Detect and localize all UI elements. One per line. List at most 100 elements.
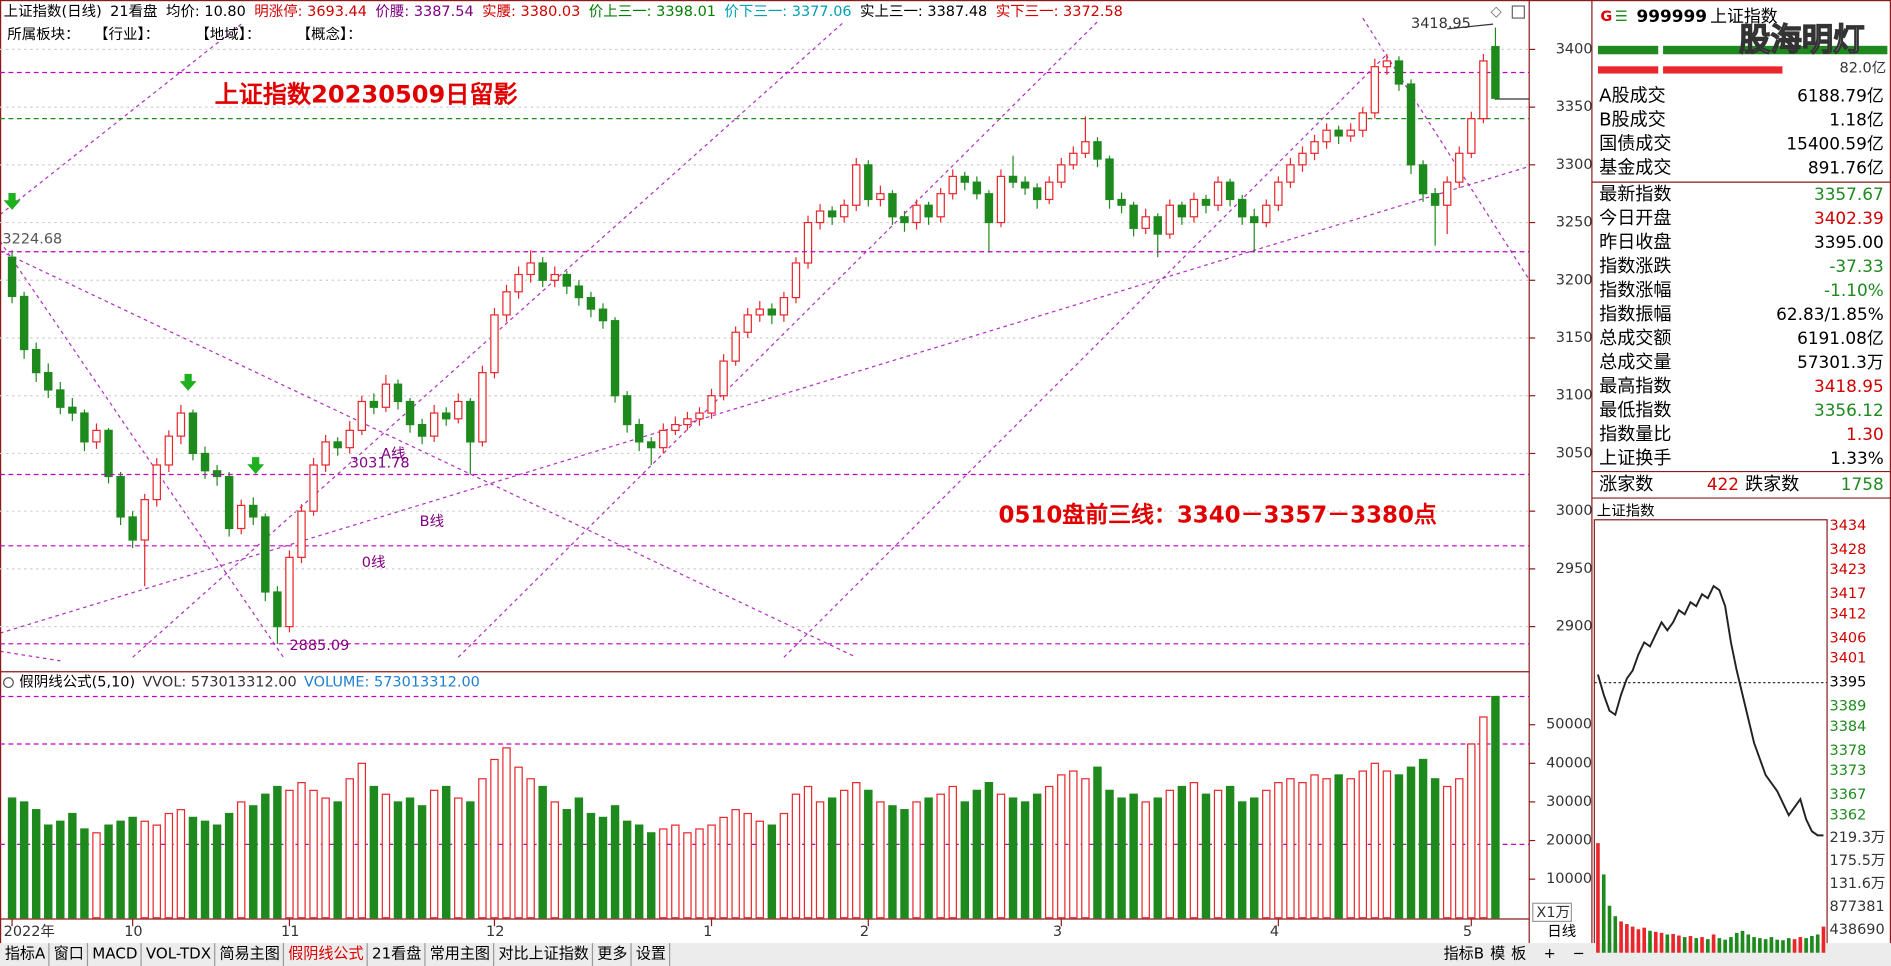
volume-bar (815, 801, 825, 919)
header-item: 实上三一: 3387.48 (860, 3, 987, 20)
volume-bar (1117, 797, 1126, 919)
tab[interactable]: 板 (1511, 944, 1526, 962)
candle-body (707, 395, 716, 414)
candle-body (815, 210, 825, 224)
volume-bar (1213, 789, 1223, 919)
tab[interactable]: 指标A (5, 944, 46, 962)
tab[interactable]: 更多 (597, 944, 627, 962)
menu-icon[interactable]: ☰ (1615, 9, 1628, 25)
volume-bar (1032, 793, 1042, 919)
candle-body (647, 441, 656, 449)
volume-bar (574, 797, 584, 919)
volume-bar (297, 782, 306, 919)
mini-vol-bar (1769, 937, 1774, 953)
candle-body (333, 441, 342, 449)
tab[interactable]: MACD (92, 944, 137, 962)
volume-bar (984, 782, 994, 919)
tab[interactable]: 模 (1490, 944, 1505, 962)
candle-body (1418, 164, 1428, 195)
volume-bar (224, 812, 234, 919)
tab-bar (0, 943, 1891, 966)
stat-value: 62.83/1.85% (1776, 304, 1884, 324)
volume-header: VVOL: 573013312.00 (142, 675, 296, 691)
volume-bar (393, 801, 403, 919)
candle-body (1250, 216, 1259, 224)
candle-body (1455, 152, 1464, 183)
volume-bar (128, 816, 137, 919)
candle-body (429, 412, 439, 437)
volume-bar (429, 789, 439, 919)
tab[interactable]: 指标B (1444, 944, 1484, 962)
tab[interactable]: 对比上证指数 (498, 944, 588, 962)
mini-title: 上证指数 (1597, 502, 1655, 519)
volume-bar (1225, 785, 1235, 919)
unit-label: X1万 (1536, 905, 1570, 921)
candle-body (550, 273, 559, 281)
mini-vol-bar (1694, 938, 1699, 953)
candle-body (454, 400, 463, 420)
candle-body (924, 204, 933, 218)
volume-bar (140, 820, 149, 919)
volume-bar (1406, 766, 1416, 919)
header-item: 价下三一: 3377.06 (724, 4, 851, 20)
volume-bar (1310, 774, 1319, 919)
volume-bar (791, 793, 801, 919)
volume-bar (417, 805, 427, 919)
mini-vol-bar (1677, 935, 1681, 953)
volume-bar (152, 824, 162, 919)
tab[interactable]: 假阴线公式 (288, 944, 363, 962)
formula-icon[interactable] (3, 677, 14, 689)
candle-body (839, 204, 849, 218)
candle-body (960, 175, 970, 183)
y-tick-label: 20000 (1546, 833, 1592, 849)
zoom-control[interactable]: − (1573, 946, 1585, 962)
volume-bar (1141, 801, 1150, 919)
mini-tick-label: 3389 (1829, 699, 1866, 715)
tab[interactable]: VOL-TDX (146, 944, 211, 962)
candle-body (755, 308, 764, 316)
candle-body (1467, 118, 1476, 154)
y-tick-label: 3000 (1556, 503, 1593, 519)
mini-vol-bar (1723, 939, 1727, 953)
tab[interactable]: 21看盘 (372, 944, 421, 962)
volume-bar (478, 778, 487, 919)
tab[interactable]: 设置 (636, 944, 666, 962)
zoom-control[interactable]: + (1544, 946, 1556, 962)
volume-bar (610, 805, 620, 919)
volume-bar (803, 785, 813, 919)
volume-bar (731, 809, 740, 919)
stat-label: 国债成交 (1599, 133, 1671, 154)
candle-body (659, 429, 668, 449)
icon-diamond[interactable]: ◇ (1491, 4, 1503, 20)
sector-label: 【地域】： (195, 26, 260, 43)
y-tick-label: 2950 (1556, 561, 1593, 577)
volume-bar (864, 789, 873, 919)
period-label[interactable]: 日线 (1547, 923, 1576, 940)
volume-bar (538, 785, 547, 919)
candle-body (285, 556, 294, 628)
candle-body (7, 256, 17, 298)
high-arrow (1447, 23, 1494, 30)
stat-label: 总成交量 (1599, 352, 1671, 373)
tab[interactable]: 常用主图 (430, 944, 490, 962)
mini-vol-tick-label: 219.3万 (1829, 830, 1885, 846)
stat-label: 基金成交 (1599, 157, 1671, 178)
candle-body (1406, 83, 1416, 166)
icon-window[interactable] (1511, 5, 1525, 19)
x-tick-label: 4 (1270, 924, 1279, 940)
top-value: 82.0亿 (1839, 60, 1886, 77)
tab[interactable]: 简易主图 (220, 944, 280, 962)
candle-body (236, 504, 246, 530)
candle-body (188, 412, 198, 455)
volume-bar (31, 809, 41, 919)
candle-body (1298, 152, 1307, 166)
volume-bar (622, 820, 632, 919)
candle-body (68, 406, 77, 414)
stat-label: 最新指数 (1599, 184, 1671, 205)
y-tick-label: 30000 (1546, 794, 1592, 810)
candle-body (598, 308, 608, 322)
tab[interactable]: 窗口 (54, 944, 84, 962)
candle-body (1491, 46, 1500, 99)
candle-body (1310, 141, 1319, 154)
stat-label: 上证换手 (1599, 448, 1671, 469)
